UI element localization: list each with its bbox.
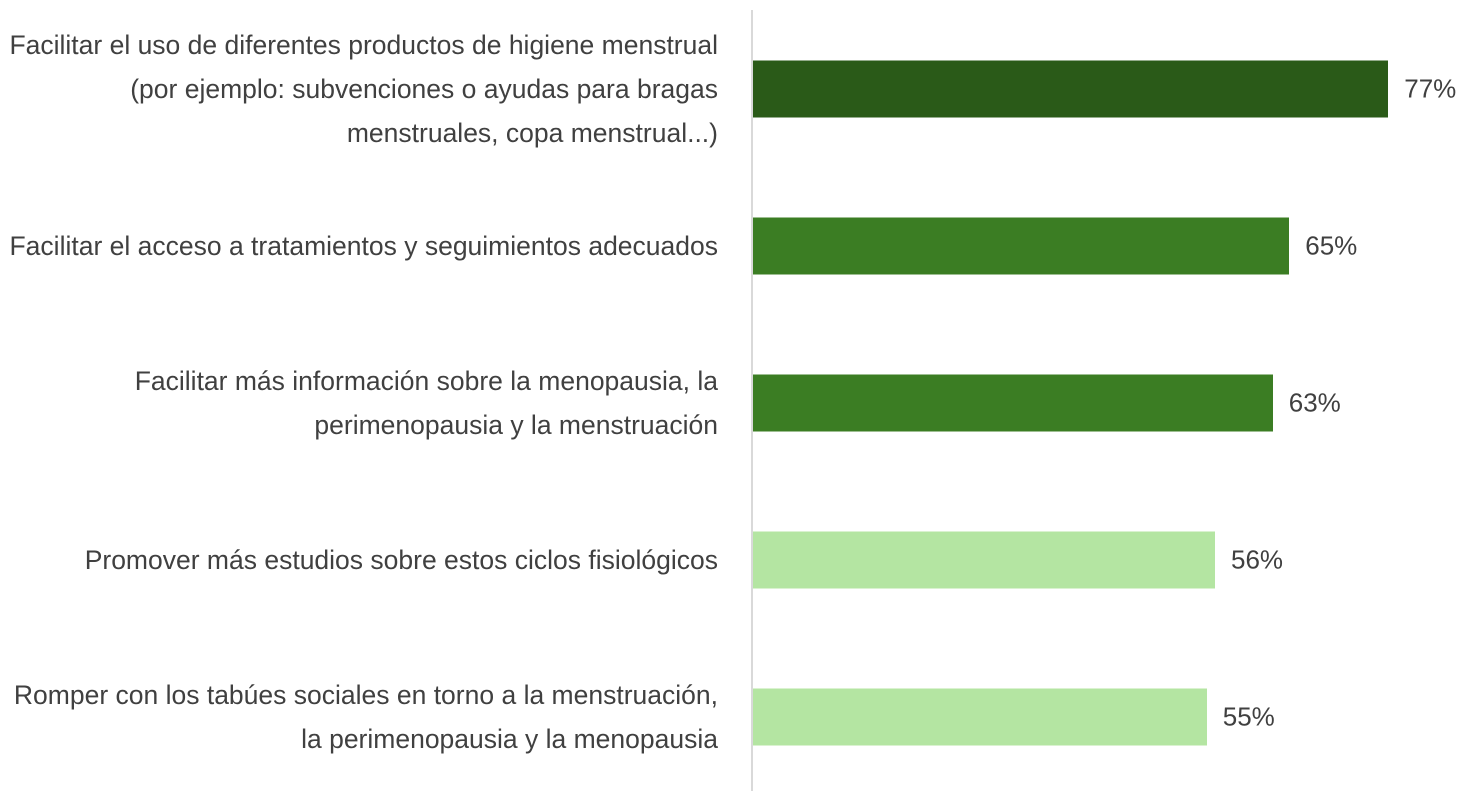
bar bbox=[753, 531, 1215, 589]
bar bbox=[753, 60, 1389, 118]
value-label: 56% bbox=[1231, 544, 1284, 575]
bar bbox=[753, 217, 1290, 275]
value-label: 65% bbox=[1305, 230, 1358, 261]
value-label: 55% bbox=[1222, 701, 1275, 732]
category-label: Romper con los tabúes sociales en torno … bbox=[13, 680, 718, 754]
category-label: Facilitar el acceso a tratamientos y seg… bbox=[9, 231, 719, 261]
value-label: 63% bbox=[1288, 387, 1341, 418]
axis-line bbox=[751, 10, 753, 791]
bar bbox=[753, 374, 1273, 432]
category-label: Facilitar más información sobre la menop… bbox=[134, 366, 718, 440]
category-label: Promover más estudios sobre estos ciclos… bbox=[84, 545, 718, 575]
bar bbox=[753, 688, 1207, 746]
category-label: Facilitar el uso de diferentes productos… bbox=[9, 30, 718, 148]
value-label: 77% bbox=[1404, 73, 1457, 104]
